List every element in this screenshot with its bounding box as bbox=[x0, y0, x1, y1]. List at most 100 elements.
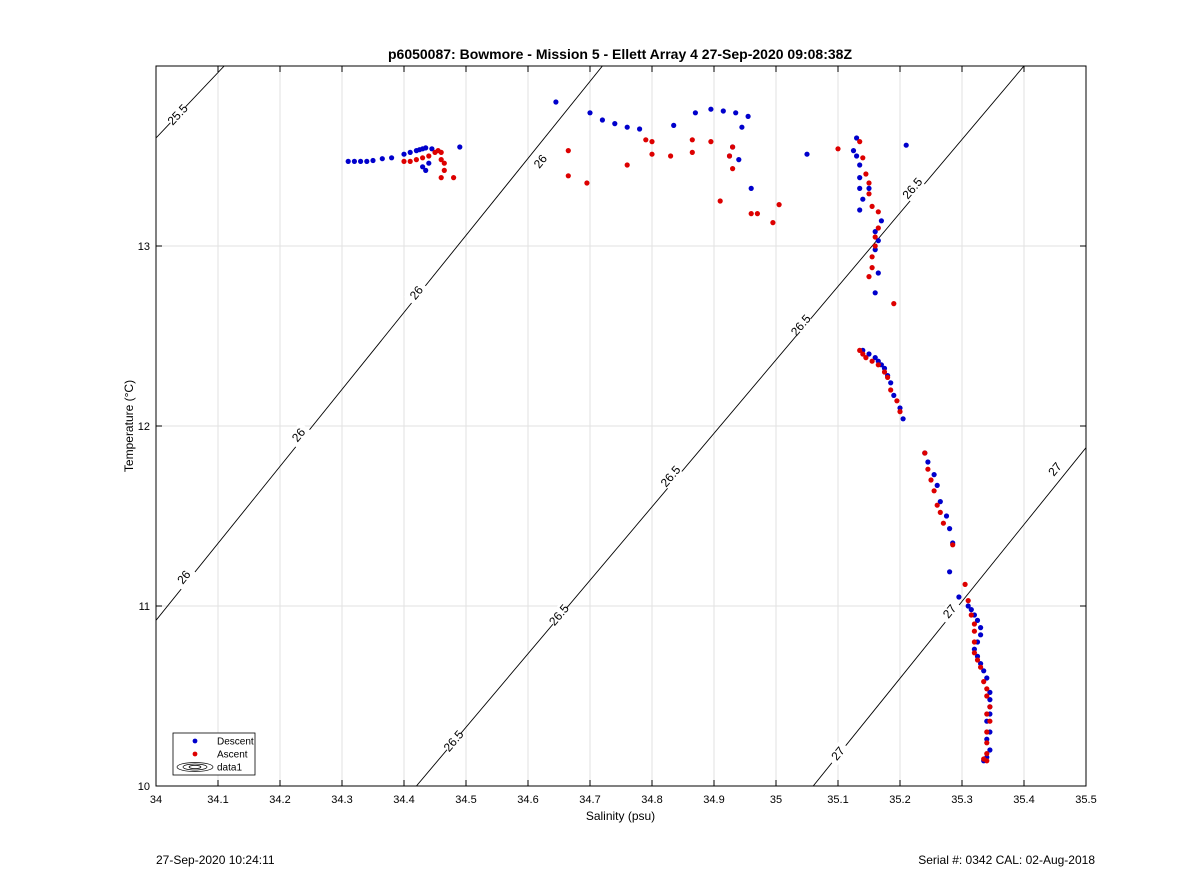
isopycnal-label-bg bbox=[1042, 456, 1068, 483]
descent-point bbox=[637, 126, 643, 132]
ascent-point bbox=[934, 502, 940, 508]
descent-point bbox=[965, 603, 971, 609]
legend-ascent-label: Ascent bbox=[217, 750, 248, 761]
x-tick-label: 34.2 bbox=[269, 794, 290, 806]
ascent-point bbox=[420, 155, 426, 161]
ascent-point bbox=[857, 347, 863, 353]
descent-point bbox=[733, 110, 739, 116]
ascent-point bbox=[441, 167, 447, 173]
ascent-point bbox=[441, 160, 447, 166]
ascent-point bbox=[937, 509, 943, 515]
isopycnal-line bbox=[156, 66, 225, 139]
ascent-point bbox=[984, 758, 990, 764]
descent-point bbox=[903, 142, 909, 148]
descent-point bbox=[671, 122, 677, 128]
ascent-point bbox=[971, 621, 978, 627]
x-tick-label: 35 bbox=[770, 794, 782, 806]
ascent-point bbox=[866, 274, 872, 280]
ascent-point bbox=[726, 153, 733, 159]
descent-point bbox=[720, 108, 726, 114]
isopycnal-label-bg bbox=[286, 422, 311, 448]
descent-point bbox=[429, 146, 435, 152]
ascent-point bbox=[857, 139, 863, 145]
ascent-point bbox=[730, 166, 736, 172]
ascent-point bbox=[407, 158, 413, 164]
ascent-point bbox=[981, 679, 987, 685]
ascent-point bbox=[438, 175, 444, 181]
ascent-point bbox=[875, 209, 881, 215]
x-tick-label: 34.4 bbox=[393, 794, 414, 806]
x-tick-label: 34.7 bbox=[579, 794, 600, 806]
data-series bbox=[345, 99, 993, 764]
descent-point bbox=[872, 290, 878, 296]
isopycnal-label: 27 bbox=[1042, 456, 1068, 483]
axes: 34 34.1 34.2 34.3 34.4 34.5 34.6 34.7 34.8 34.9 35… bbox=[138, 65, 1097, 806]
descent-point bbox=[624, 124, 630, 130]
ascent-point bbox=[950, 542, 956, 548]
isopycnal-label-bg bbox=[788, 312, 814, 339]
ascent-point bbox=[438, 149, 444, 155]
descent-point bbox=[389, 155, 395, 161]
isopycnal-label: 26 bbox=[528, 148, 553, 175]
ascent-point bbox=[754, 211, 761, 217]
descent-point bbox=[891, 392, 897, 398]
ascent-point bbox=[401, 158, 407, 164]
x-tick-label: 34.9 bbox=[703, 794, 724, 806]
descent-point bbox=[739, 124, 745, 130]
descent-point bbox=[875, 270, 881, 276]
ascent-point bbox=[866, 180, 872, 186]
descent-point bbox=[872, 247, 878, 253]
isopycnal-label-bg bbox=[441, 728, 467, 754]
isopycnal-label-bg bbox=[825, 740, 851, 767]
ascent-point bbox=[875, 362, 881, 368]
ascent-point bbox=[770, 220, 776, 226]
descent-point bbox=[423, 145, 429, 151]
ascent-point bbox=[984, 693, 990, 699]
ascent-point bbox=[922, 450, 928, 456]
descent-point bbox=[351, 158, 357, 164]
legend-descent-label: Descent bbox=[217, 737, 254, 748]
descent-point bbox=[866, 351, 872, 357]
descent-point bbox=[857, 185, 863, 191]
ascent-point bbox=[730, 144, 736, 150]
isopycnal-label: 26 bbox=[171, 564, 197, 591]
series-ascent bbox=[401, 137, 993, 764]
ascent-point bbox=[866, 191, 872, 197]
print-timestamp: 27-Sep-2020 10:24:11 bbox=[156, 853, 275, 867]
isopycnal-label: 27 bbox=[825, 740, 851, 767]
descent-point bbox=[925, 459, 931, 465]
descent-point bbox=[857, 162, 863, 168]
ascent-point bbox=[584, 180, 590, 186]
descent-point bbox=[857, 175, 863, 181]
descent-point bbox=[420, 164, 426, 170]
ascent-point bbox=[869, 254, 875, 260]
y-tick-label: 10 bbox=[138, 781, 150, 793]
descent-point bbox=[866, 185, 872, 191]
serial-calibration-info: Serial #: 0342 CAL: 02-Aug-2018 bbox=[918, 853, 1095, 867]
ascent-point bbox=[984, 686, 990, 692]
legend-ascent-marker bbox=[192, 751, 198, 757]
legend-data1-label: data1 bbox=[217, 763, 242, 774]
x-tick-label: 34.6 bbox=[517, 794, 538, 806]
isopycnal-label-bg bbox=[404, 279, 429, 306]
descent-point bbox=[854, 153, 860, 159]
descent-point bbox=[987, 697, 993, 703]
isopycnal-label-bg bbox=[165, 101, 191, 128]
ascent-point bbox=[971, 650, 978, 656]
descent-point bbox=[968, 607, 974, 613]
descent-point bbox=[881, 365, 888, 371]
descent-point bbox=[934, 482, 940, 488]
ascent-point bbox=[835, 146, 841, 152]
ascent-point bbox=[888, 387, 894, 393]
ascent-point bbox=[426, 153, 432, 159]
ascent-point bbox=[413, 157, 419, 163]
legend: Descent Ascent data1 bbox=[172, 732, 256, 776]
y-tick-label: 13 bbox=[138, 241, 150, 253]
descent-point bbox=[804, 151, 810, 157]
ascent-point bbox=[869, 265, 875, 271]
descent-point bbox=[984, 736, 990, 742]
ascent-point bbox=[925, 466, 931, 472]
descent-point bbox=[974, 617, 981, 624]
ascent-point bbox=[984, 740, 990, 746]
